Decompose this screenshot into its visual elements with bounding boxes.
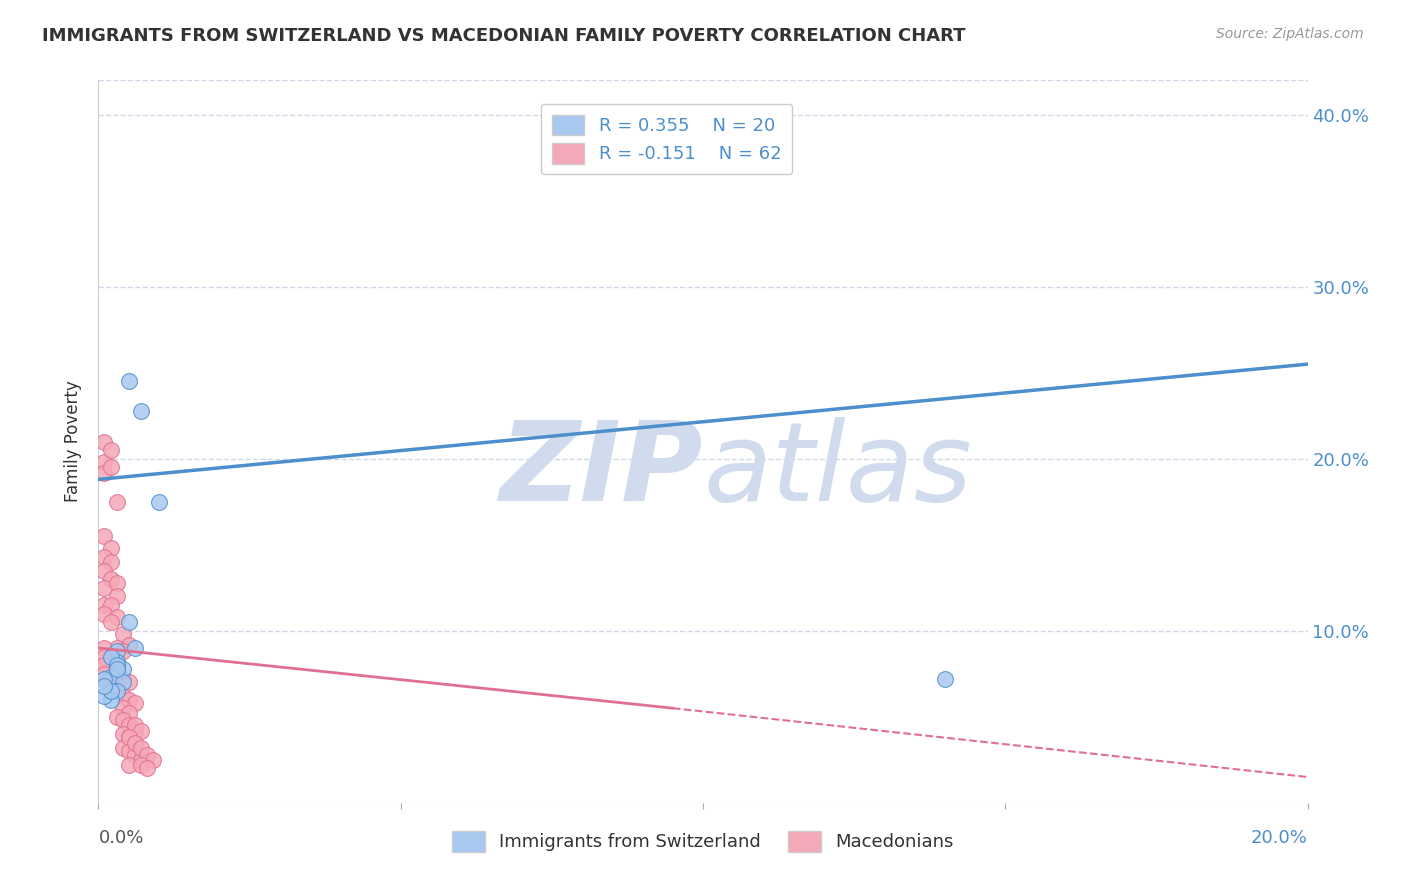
Point <box>93 607 115 621</box>
Point <box>105 644 128 658</box>
Point <box>93 666 115 681</box>
Point <box>100 684 122 698</box>
Point <box>124 696 146 710</box>
Point <box>105 710 128 724</box>
Point <box>93 529 115 543</box>
Point <box>105 655 128 669</box>
Point <box>111 627 134 641</box>
Point <box>111 689 134 703</box>
Point <box>93 649 115 664</box>
Point <box>118 758 141 772</box>
Point <box>93 689 115 703</box>
Point <box>118 706 141 721</box>
Point <box>105 575 128 590</box>
Text: ZIP: ZIP <box>499 417 703 524</box>
Text: 20.0%: 20.0% <box>1251 829 1308 847</box>
Point <box>100 692 122 706</box>
Point <box>111 644 134 658</box>
Point <box>100 443 122 458</box>
Point <box>135 747 157 762</box>
Point <box>118 718 141 732</box>
Text: Source: ZipAtlas.com: Source: ZipAtlas.com <box>1216 27 1364 41</box>
Point <box>118 615 141 630</box>
Point <box>100 649 122 664</box>
Point <box>100 670 122 684</box>
Text: IMMIGRANTS FROM SWITZERLAND VS MACEDONIAN FAMILY POVERTY CORRELATION CHART: IMMIGRANTS FROM SWITZERLAND VS MACEDONIA… <box>42 27 966 45</box>
Point <box>124 640 146 655</box>
Point <box>93 549 115 564</box>
Point <box>105 610 128 624</box>
Point <box>100 572 122 586</box>
Point <box>93 581 115 595</box>
Text: 0.0%: 0.0% <box>98 829 143 847</box>
Point <box>118 731 141 745</box>
Point <box>93 598 115 612</box>
Point <box>111 740 134 755</box>
Point <box>105 684 128 698</box>
Point <box>105 590 128 604</box>
Point <box>129 758 152 772</box>
Point <box>111 701 134 715</box>
Point <box>124 735 146 749</box>
Point <box>129 723 152 738</box>
Point <box>118 744 141 758</box>
Point <box>105 679 128 693</box>
Point <box>934 672 956 686</box>
Point <box>93 434 115 449</box>
Point <box>105 655 128 669</box>
Point <box>135 761 157 775</box>
Point <box>105 640 128 655</box>
Point <box>93 640 115 655</box>
Point <box>124 723 146 738</box>
Point <box>100 615 122 630</box>
Point <box>105 658 128 673</box>
Point <box>148 494 170 508</box>
Point <box>100 662 122 676</box>
Point <box>100 541 122 556</box>
Point <box>105 662 128 676</box>
Point <box>93 564 115 578</box>
Point <box>142 753 165 767</box>
Point <box>105 666 128 681</box>
Point <box>100 555 122 569</box>
Point <box>111 713 134 727</box>
Y-axis label: Family Poverty: Family Poverty <box>65 381 83 502</box>
Point <box>93 672 115 686</box>
Point <box>118 731 141 745</box>
Point <box>124 735 146 749</box>
Point <box>111 672 134 686</box>
Point <box>93 679 115 693</box>
Point <box>93 455 115 469</box>
Point <box>129 403 152 417</box>
Point <box>118 692 141 706</box>
Point <box>124 718 146 732</box>
Point <box>100 649 122 664</box>
Point <box>124 747 146 762</box>
Point <box>118 375 141 389</box>
Point <box>129 753 152 767</box>
Point <box>111 727 134 741</box>
Point <box>93 466 115 480</box>
Point <box>111 675 134 690</box>
Point <box>129 740 152 755</box>
Point <box>100 460 122 475</box>
Point <box>93 658 115 673</box>
Point <box>118 675 141 690</box>
Point <box>100 684 122 698</box>
Point <box>111 662 134 676</box>
Point <box>105 494 128 508</box>
Legend: Immigrants from Switzerland, Macedonians: Immigrants from Switzerland, Macedonians <box>446 823 960 859</box>
Point <box>118 638 141 652</box>
Text: atlas: atlas <box>703 417 972 524</box>
Point <box>100 598 122 612</box>
